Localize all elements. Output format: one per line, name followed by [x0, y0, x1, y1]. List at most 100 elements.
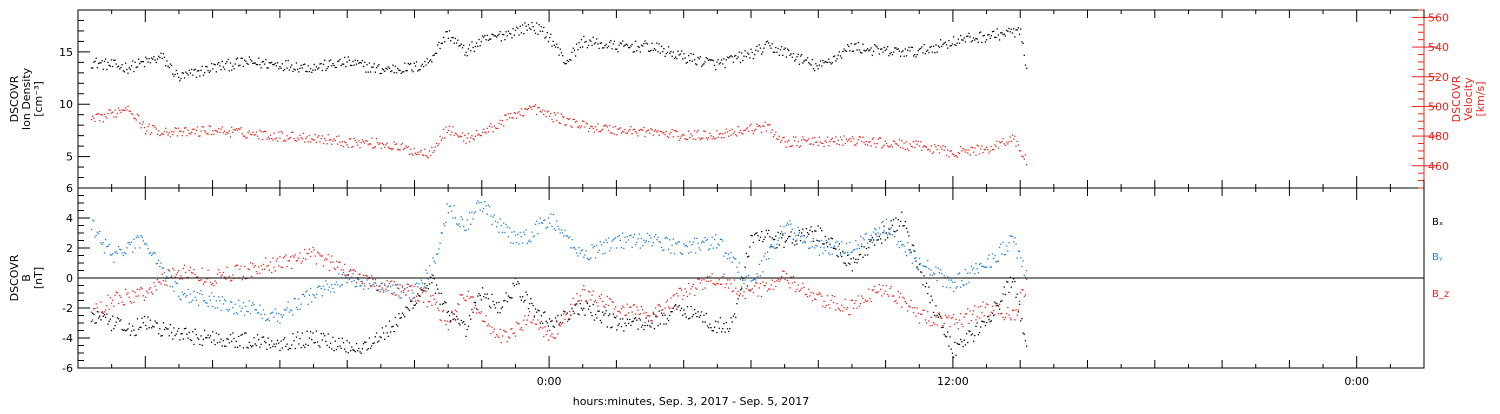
top-point: [289, 66, 292, 68]
bottom-point: [348, 270, 351, 272]
top-point: [295, 140, 298, 142]
bottom-point: [393, 281, 395, 283]
bottom-point: [1025, 269, 1028, 272]
bottom-point: [772, 246, 775, 248]
bottom-point: [910, 299, 912, 302]
bottom-point: [331, 255, 333, 257]
bottom-point: [481, 287, 484, 289]
top-point: [97, 62, 100, 65]
bottom-point: [487, 323, 490, 325]
top-point: [140, 127, 142, 129]
top-point: [315, 66, 318, 68]
top-point: [892, 140, 895, 142]
bottom-point: [768, 229, 770, 232]
top-point: [802, 62, 804, 64]
top-point: [450, 134, 452, 136]
bottom-point: [971, 269, 974, 271]
bottom-point: [667, 248, 670, 250]
top-point: [305, 70, 307, 72]
bottom-point: [521, 242, 524, 244]
bottom-point: [875, 229, 877, 231]
bottom-point: [176, 282, 179, 285]
top-point: [418, 153, 420, 156]
top-point: [514, 112, 517, 115]
top-point: [879, 48, 882, 50]
top-point: [1018, 33, 1021, 35]
bottom-point: [106, 305, 108, 307]
bottom-point: [858, 254, 861, 256]
top-point: [801, 54, 803, 56]
top-point: [371, 137, 373, 139]
bottom-point: [771, 237, 773, 239]
top-point: [207, 69, 209, 72]
bottom-point: [404, 316, 406, 318]
bottom-point: [702, 288, 704, 291]
top-point: [340, 144, 342, 147]
bottom-point: [432, 294, 434, 296]
bottom-point: [742, 295, 744, 297]
top-point: [487, 39, 490, 41]
bottom-point: [704, 287, 706, 289]
top-point: [551, 118, 553, 121]
bottom-point: [475, 308, 478, 310]
bottom-point: [640, 237, 643, 239]
top-point: [757, 50, 759, 52]
top-point: [205, 65, 207, 68]
bottom-point: [590, 299, 592, 301]
top-point: [545, 116, 547, 118]
bottom-point: [929, 325, 931, 327]
bottom-point: [883, 293, 885, 295]
top-point: [558, 122, 560, 124]
bottom-point: [836, 254, 838, 257]
top-point: [773, 134, 776, 136]
top-point: [682, 133, 684, 136]
top-point: [289, 136, 292, 139]
bottom-point: [415, 295, 418, 297]
top-point: [96, 67, 99, 69]
bottom-point: [341, 273, 344, 276]
bottom-point: [816, 293, 818, 295]
top-point: [904, 148, 906, 151]
bottom-point: [390, 280, 392, 283]
top-point: [620, 132, 623, 134]
bottom-point: [587, 259, 590, 261]
top-point: [108, 109, 110, 111]
bottom-point: [328, 286, 331, 288]
top-point: [147, 126, 149, 128]
bottom-point: [658, 240, 660, 243]
top-point: [846, 140, 849, 142]
top-point: [996, 28, 998, 30]
bottom-point: [998, 303, 1001, 306]
top-point: [1023, 158, 1025, 160]
top-point: [160, 52, 162, 54]
top-point: [911, 46, 914, 49]
bottom-point: [894, 230, 896, 233]
bottom-point: [527, 240, 530, 243]
bottom-point: [881, 295, 883, 297]
bottom-point: [558, 323, 560, 325]
top-point: [626, 44, 629, 46]
bottom-point: [93, 220, 95, 222]
bottom-point: [276, 320, 279, 323]
top-point: [962, 39, 964, 41]
bottom-point: [228, 308, 230, 311]
top-point: [822, 142, 824, 144]
bottom-point: [870, 234, 872, 236]
top-point: [865, 49, 868, 51]
bottom-point: [96, 307, 99, 309]
bottom-point: [756, 232, 758, 234]
bottom-point: [95, 303, 97, 305]
top-point: [629, 128, 631, 131]
top-point: [748, 53, 750, 55]
top-point: [731, 128, 733, 131]
top-point: [915, 56, 917, 58]
bottom-point: [811, 246, 813, 248]
bottom-point: [968, 330, 970, 332]
bottom-point: [832, 301, 835, 304]
top-point: [334, 66, 336, 69]
top-point: [735, 54, 737, 57]
bottom-point: [975, 262, 977, 265]
bottom-point: [809, 247, 811, 249]
top-point: [630, 45, 632, 47]
top-point: [226, 61, 228, 63]
